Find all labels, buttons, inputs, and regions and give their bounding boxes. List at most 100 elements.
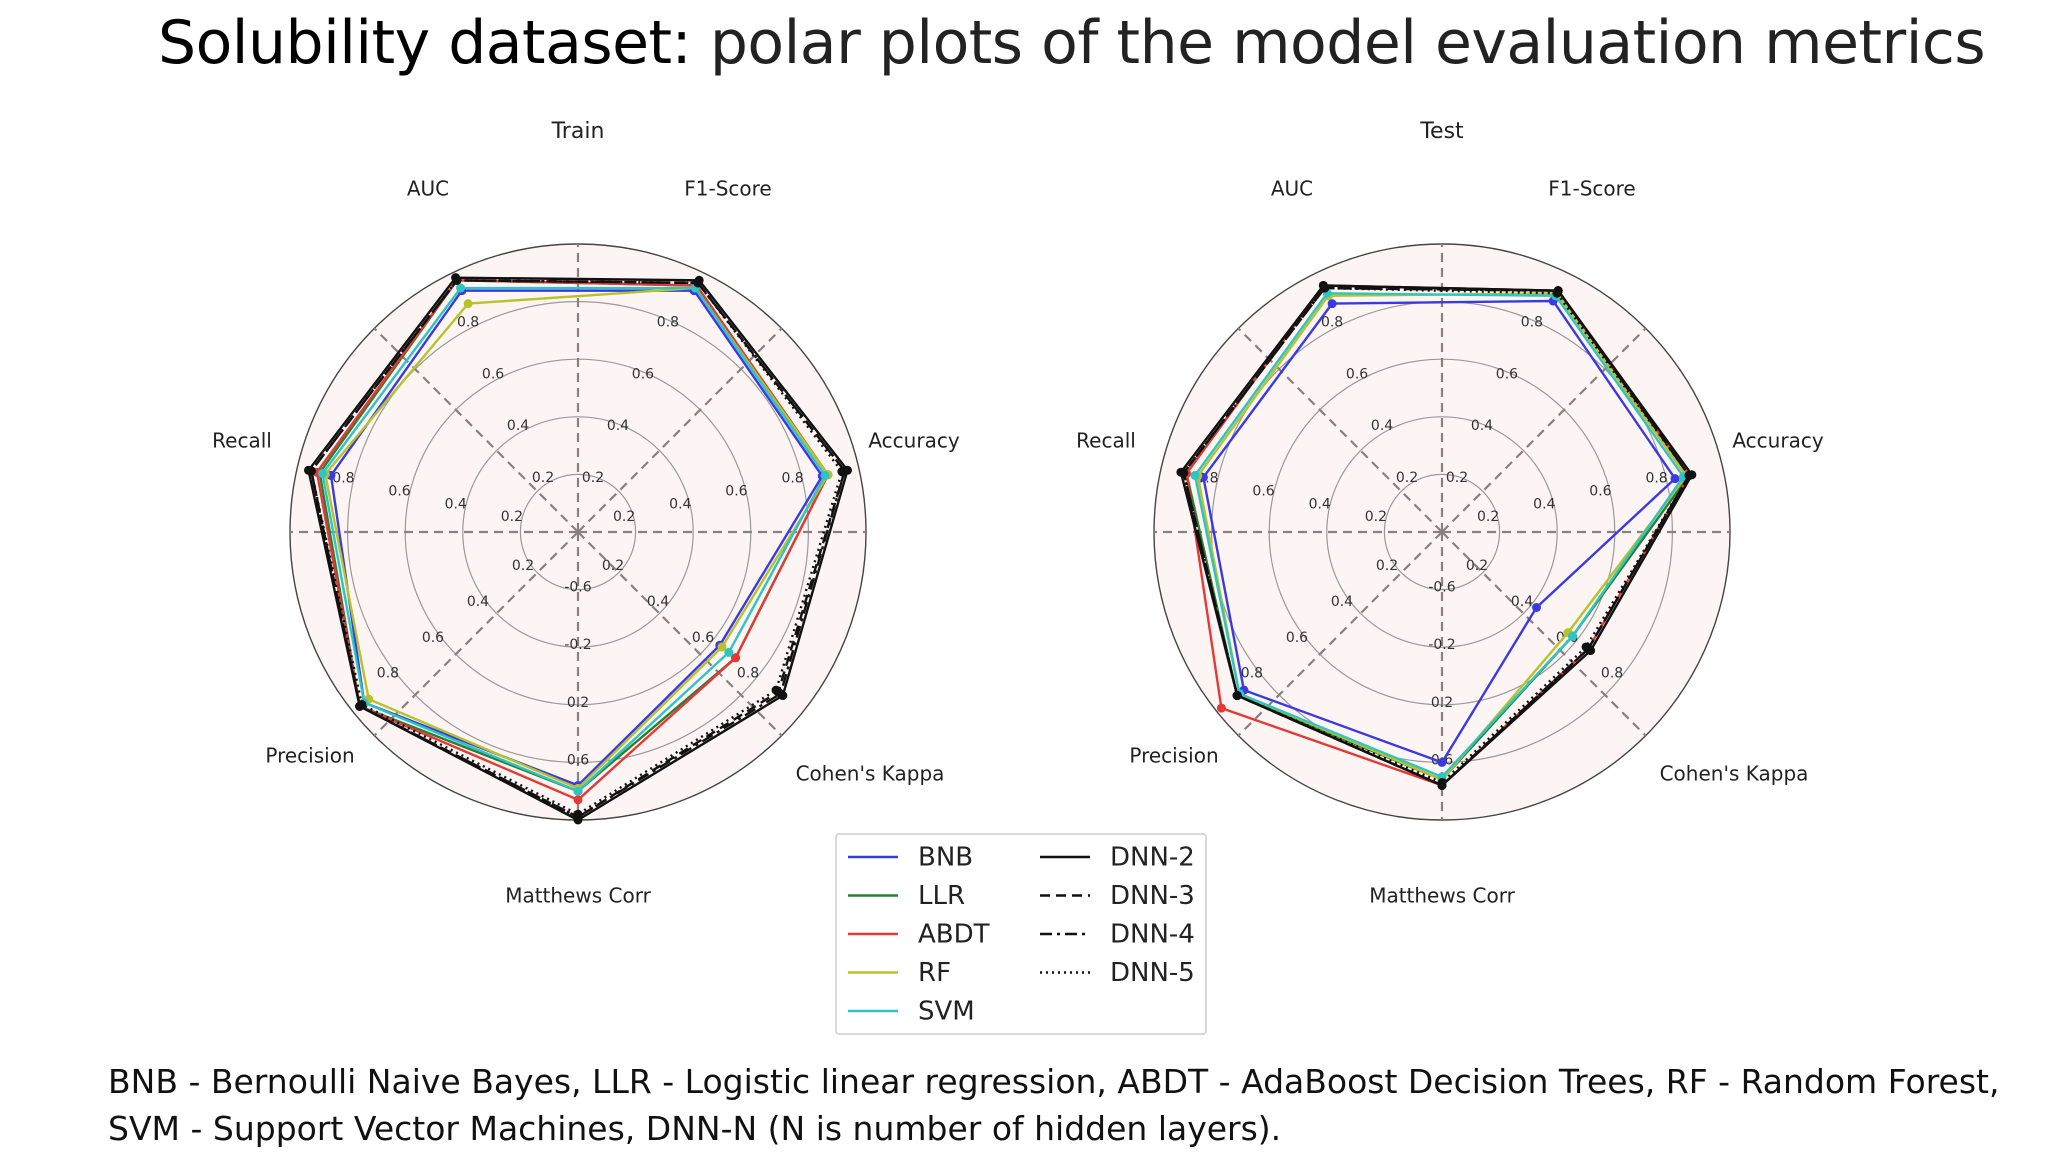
axis-label: Precision — [265, 744, 354, 768]
axis-label: F1-Score — [684, 177, 771, 201]
series-line — [329, 289, 824, 787]
radar-chart-test: Test F1-Score Accuracy Cohen's Kappa Matthew… — [1076, 119, 1824, 908]
series-point — [1190, 470, 1200, 480]
series-svm — [318, 283, 830, 796]
grid-ring — [462, 416, 694, 648]
axis-label: AUC — [407, 177, 449, 201]
tick-label: 0.4 — [445, 496, 467, 512]
tick-label: 0.4 — [467, 594, 489, 610]
legend-entry-dnn-2: DNN-2 — [1040, 843, 1195, 873]
tick-label: 0.8 — [1241, 666, 1263, 682]
series-point — [573, 795, 583, 805]
tick-label: 0.4 — [507, 418, 529, 434]
legend-entry-dnn-5: DNN-5 — [1040, 958, 1195, 988]
radar-chart-train: Train F1-Score Accuracy Cohen's Kappa Matthe… — [212, 119, 960, 908]
series-point — [1532, 602, 1542, 612]
legend-entry-dnn-3: DNN-3 — [1040, 881, 1195, 911]
series-point — [1437, 757, 1447, 767]
legend-label: DNN-3 — [1110, 881, 1195, 911]
series-dnn-5 — [1179, 283, 1694, 788]
series-line — [1202, 299, 1677, 764]
series-point — [771, 685, 781, 695]
legend-entry-dnn-4: DNN-4 — [1040, 920, 1195, 950]
tick-label: 0.2 — [1446, 470, 1468, 486]
tick-label: 0.6 — [1496, 366, 1518, 382]
legend-label: SVM — [918, 997, 975, 1027]
legend-entry-bnb: BNB — [848, 843, 973, 873]
tick-label: 0.4 — [1331, 594, 1353, 610]
legend-label: LLR — [918, 881, 965, 911]
slide-title-bold: Solubility dataset: — [158, 8, 692, 78]
axis-label: Cohen's Kappa — [1660, 762, 1809, 786]
series-line — [310, 279, 844, 816]
tick-label: 0.2 — [582, 470, 604, 486]
series-point — [1670, 474, 1680, 484]
slide-title: Solubility dataset: polar plots of the m… — [158, 8, 1986, 78]
series-dnn-5 — [306, 275, 847, 819]
axis-label: Accuracy — [1732, 429, 1823, 453]
legend-label: DNN-2 — [1110, 843, 1195, 873]
series-point — [1179, 468, 1189, 478]
axis-label: Matthews Corr — [505, 884, 651, 908]
series-line — [321, 286, 827, 793]
series-point — [1216, 703, 1226, 713]
tick-label: 0.4 — [1371, 418, 1393, 434]
tick-label: 0.6 — [632, 366, 654, 382]
tick-label: 0.4 — [669, 496, 691, 512]
series-point — [1684, 470, 1694, 480]
tick-label: 0.2 — [1365, 509, 1387, 525]
tick-label: 0.2 — [1477, 509, 1499, 525]
tick-label: -0.6 — [1428, 580, 1455, 596]
tick-label: 0.6 — [422, 630, 444, 646]
slide-title-rest: polar plots of the model evaluation metr… — [691, 8, 1986, 78]
legend-entry-svm: SVM — [848, 997, 975, 1027]
axis-label: F1-Score — [1548, 177, 1635, 201]
tick-label: 0.8 — [457, 314, 479, 330]
legend-label: BNB — [918, 843, 973, 873]
series-point — [1232, 691, 1242, 701]
axis-label: Cohen's Kappa — [796, 762, 945, 786]
tick-label: -0.6 — [564, 580, 591, 596]
tick-label: 0.8 — [657, 314, 679, 330]
tick-label: 0.6 — [1589, 483, 1611, 499]
footnote: BNB - Bernoulli Naive Bayes, LLR - Logis… — [108, 1058, 1999, 1152]
series-point — [731, 653, 741, 663]
series-point — [357, 699, 367, 709]
series-point — [717, 642, 727, 652]
tick-label: 0.6 — [567, 752, 589, 768]
tick-label: 0.2 — [512, 558, 534, 574]
radial-grid-line — [373, 327, 579, 533]
grid-ring — [1383, 473, 1501, 591]
series-point — [463, 299, 473, 309]
tick-label: 0.8 — [781, 471, 803, 487]
tick-label: 0.6 — [1252, 483, 1274, 499]
tick-label: 0.2 — [501, 509, 523, 525]
axis-label: Recall — [1076, 429, 1136, 453]
tick-label: 0.2 — [532, 470, 554, 486]
series-line — [307, 276, 849, 822]
tick-label: 0.4 — [1471, 418, 1493, 434]
tick-label: 0.2 — [602, 558, 624, 574]
legend-label: RF — [918, 958, 951, 988]
tick-label: 0.6 — [388, 483, 410, 499]
tick-label: 0.4 — [1511, 594, 1533, 610]
axis-label: Accuracy — [868, 429, 959, 453]
series-point — [837, 467, 847, 477]
series-point — [1568, 631, 1578, 641]
series-point — [693, 278, 703, 288]
series-point — [1552, 288, 1562, 298]
tick-label: 0.6 — [1286, 630, 1308, 646]
tick-label: 0.8 — [1521, 314, 1543, 330]
tick-label: 0.6 — [725, 483, 747, 499]
tick-label: 0.4 — [647, 594, 669, 610]
tick-label: 0.6 — [482, 366, 504, 382]
tick-label: 0.2 — [1431, 695, 1453, 711]
tick-label: 0.8 — [377, 666, 399, 682]
tick-label: 0.6 — [692, 630, 714, 646]
series-point — [820, 470, 830, 480]
legend-label: DNN-5 — [1110, 958, 1195, 988]
axis-label: AUC — [1271, 177, 1313, 201]
legend-entry-abdt: ABDT — [848, 920, 990, 950]
series-point — [1437, 778, 1447, 788]
